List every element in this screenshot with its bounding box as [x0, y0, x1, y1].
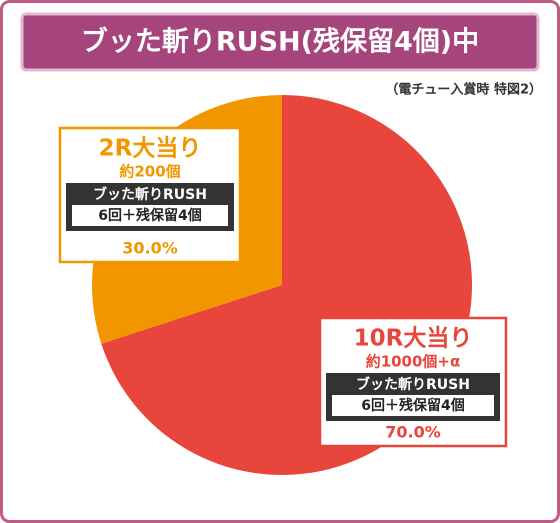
value-label: 30.0%: [122, 239, 178, 258]
rush-detail-box: [72, 205, 228, 226]
category-label: 10R大当り: [354, 326, 473, 352]
value-label: 70.0%: [385, 423, 441, 442]
rush-detail-label: 6回＋残保留4個: [98, 207, 201, 224]
rush-detail-label: 6回＋残保留4個: [361, 397, 464, 414]
chart-title: ブッた斬りRUSH(残保留4個)中: [81, 26, 479, 58]
rush-label: ブッた斬りRUSH: [356, 376, 470, 393]
rush-label: ブッた斬りRUSH: [93, 186, 207, 203]
rush-detail-box: [332, 395, 494, 416]
title-banner: [20, 12, 540, 72]
chart-subtitle: （電チュー入賞時 特図2）: [385, 82, 542, 98]
amount-label: 約1000個+α: [366, 353, 461, 371]
amount-label: 約200個: [119, 163, 180, 181]
category-label: 2R大当り: [99, 136, 202, 162]
